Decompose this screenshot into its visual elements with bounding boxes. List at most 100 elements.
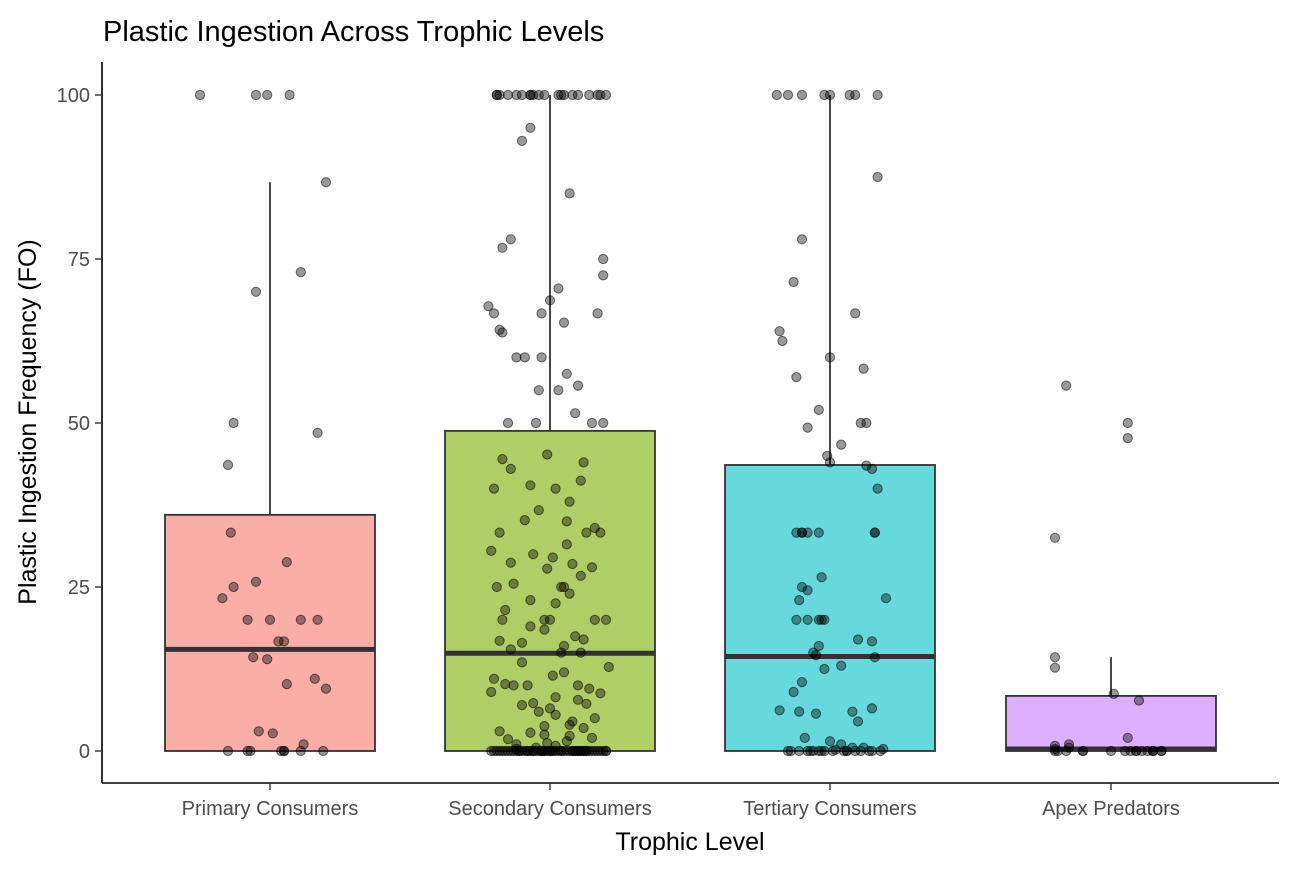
points-apex-predators: [1049, 380, 1167, 757]
data-point: [544, 745, 556, 757]
data-point: [799, 732, 810, 744]
data-point: [505, 234, 516, 245]
data-point: [547, 552, 558, 563]
y-tick-label: 25: [68, 577, 90, 599]
data-point: [522, 745, 533, 757]
data-point: [827, 745, 838, 757]
data-point: [525, 745, 536, 757]
data-point: [575, 570, 586, 581]
data-point: [267, 728, 278, 739]
data-point: [788, 686, 799, 698]
data-point: [1156, 745, 1167, 757]
data-point: [528, 698, 539, 709]
data-point: [558, 667, 570, 678]
data-point: [850, 308, 861, 319]
data-point: [491, 745, 502, 757]
data-point: [516, 700, 528, 711]
data-point: [544, 614, 556, 625]
data-point: [564, 188, 575, 199]
data-point: [791, 527, 802, 538]
data-point: [242, 745, 253, 757]
data-point: [536, 308, 547, 319]
data-point: [1049, 532, 1061, 543]
data-point: [1133, 695, 1145, 706]
data-point: [802, 422, 813, 433]
data-point: [572, 680, 584, 691]
data-point: [539, 721, 550, 732]
data-point: [245, 745, 256, 757]
data-point: [539, 745, 550, 757]
data-point: [598, 417, 609, 429]
data-point: [1147, 745, 1159, 757]
data-point: [819, 663, 830, 675]
data-point: [567, 716, 578, 727]
data-point: [589, 745, 600, 757]
data-point: [802, 527, 813, 538]
data-point: [242, 614, 253, 625]
data-point: [505, 557, 516, 568]
data-point: [855, 745, 866, 757]
data-point: [794, 706, 805, 717]
data-point: [494, 635, 505, 646]
data-point: [808, 745, 819, 757]
data-point: [533, 745, 544, 757]
data-point: [553, 745, 564, 757]
data-point: [600, 614, 612, 625]
data-point: [584, 683, 595, 694]
data-point: [511, 352, 522, 363]
data-point: [488, 673, 500, 684]
data-point: [861, 417, 872, 429]
data-point: [592, 745, 603, 757]
data-point: [516, 637, 528, 648]
box: [444, 429, 656, 752]
data-point: [1049, 652, 1061, 663]
data-point: [497, 614, 508, 625]
data-point: [494, 745, 505, 757]
box: [1005, 694, 1217, 752]
data-point: [819, 614, 830, 625]
data-point: [519, 515, 530, 526]
chart-title: Plastic Ingestion Across Trophic Levels: [103, 16, 604, 48]
data-point: [584, 89, 595, 101]
x-tick-label-apex-predators: Apex Predators: [1042, 798, 1180, 820]
data-point: [1136, 745, 1147, 757]
data-point: [556, 89, 567, 101]
data-point: [598, 270, 609, 281]
data-point: [816, 614, 827, 625]
data-point: [816, 745, 827, 757]
data-point: [194, 89, 206, 101]
data-point: [880, 593, 892, 604]
data-point: [819, 745, 830, 757]
data-point: [796, 677, 808, 688]
data-point: [488, 745, 500, 757]
data-point: [595, 688, 606, 699]
data-point: [295, 267, 306, 278]
data-point: [525, 621, 536, 632]
data-point: [586, 732, 598, 744]
data-point: [309, 673, 320, 684]
data-point: [866, 703, 878, 714]
data-point: [500, 679, 511, 690]
data-point: [494, 726, 505, 737]
data-point: [561, 368, 572, 379]
data-point: [511, 89, 522, 101]
y-tick-label: 75: [68, 249, 90, 271]
points-secondary-consumers: [483, 89, 614, 757]
data-point: [598, 745, 609, 757]
data-point: [1077, 745, 1089, 757]
data-point: [318, 745, 329, 757]
points-tertiary-consumers: [771, 89, 892, 757]
x-tick-label-tertiary-consumers: Tertiary Consumers: [743, 798, 916, 820]
data-point: [553, 385, 564, 396]
data-point: [570, 408, 581, 419]
data-point: [553, 89, 564, 101]
data-point: [516, 135, 528, 146]
data-point: [850, 745, 861, 757]
data-point: [488, 483, 500, 494]
data-point: [774, 705, 785, 716]
data-point: [497, 745, 508, 757]
data-point: [813, 745, 824, 757]
data-point: [1049, 740, 1061, 751]
data-point: [564, 730, 575, 742]
data-point: [539, 89, 550, 101]
